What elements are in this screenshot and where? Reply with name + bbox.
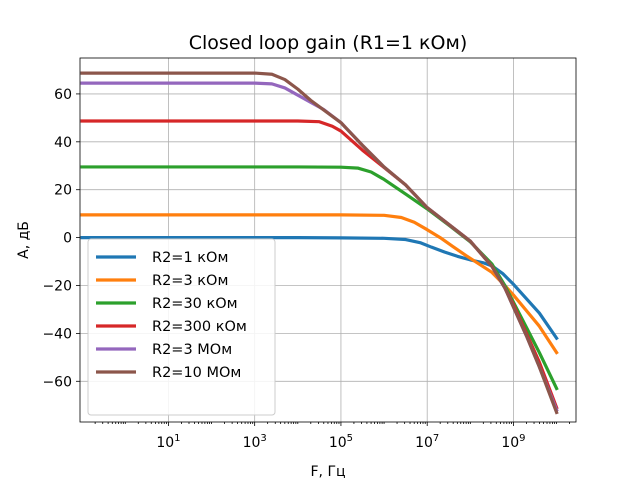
x-tick-label: 109	[501, 433, 525, 451]
x-axis-label: F, Гц	[310, 464, 345, 480]
series-layer	[80, 71, 559, 415]
series-line-2	[80, 213, 559, 355]
y-tick-label: 20	[54, 183, 72, 199]
y-tick-label: −60	[42, 374, 72, 390]
x-tick-label: 105	[329, 433, 353, 451]
legend-label: R2=3 МОм	[152, 342, 232, 358]
legend-label: R2=300 кОм	[152, 319, 247, 335]
legend-label: R2=30 кОм	[152, 296, 238, 312]
y-tick-label: −20	[42, 279, 72, 295]
x-tick-label: 101	[156, 433, 180, 451]
y-tick-label: 0	[63, 231, 72, 247]
y-tick-label: −40	[42, 326, 72, 342]
y-axis-label: A, дБ	[16, 221, 32, 259]
x-tick-label: 107	[415, 433, 439, 451]
series-line-1	[80, 236, 559, 341]
legend-label: R2=10 МОм	[152, 365, 241, 381]
y-tick-label: 60	[54, 87, 72, 103]
legend-label: R2=3 кОм	[152, 273, 228, 289]
chart-title: Closed loop gain (R1=1 кОм)	[189, 32, 467, 54]
y-tick-label: 40	[54, 135, 72, 151]
legend-label: R2=1 кОм	[152, 250, 228, 266]
legend: R2=1 кОм R2=3 кОм R2=30 кОм R2=300 кОм R2=3 …	[87, 238, 276, 416]
x-tick-label: 103	[243, 433, 267, 451]
series-line-6	[80, 71, 559, 415]
tick-layer: 101 103 105 107 109 60 40 20 0 −20 −40 −60	[42, 87, 570, 451]
